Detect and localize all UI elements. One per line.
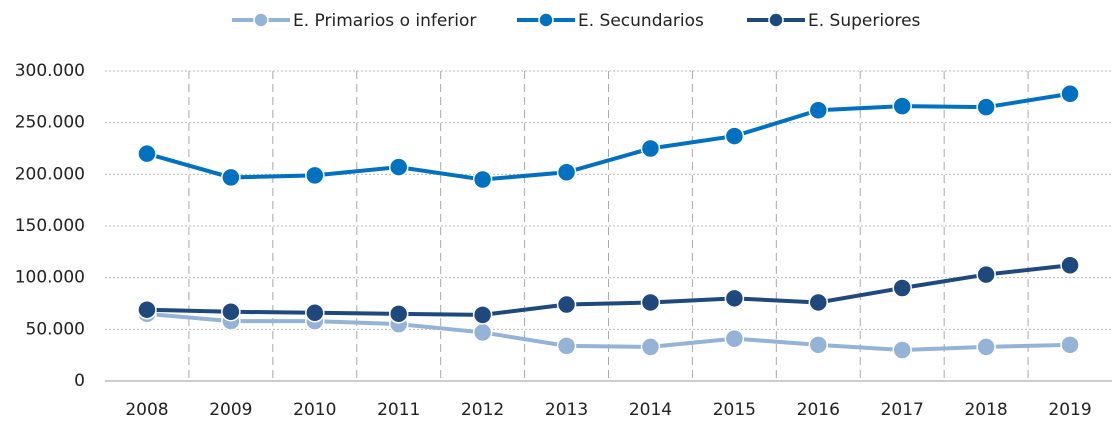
legend-label: E. Superiores bbox=[808, 11, 921, 31]
legend-marker bbox=[768, 12, 784, 28]
data-point bbox=[976, 97, 996, 117]
legend-marker bbox=[253, 12, 269, 28]
x-tick-label: 2017 bbox=[881, 400, 924, 420]
data-point bbox=[305, 303, 325, 323]
x-tick-label: 2016 bbox=[797, 400, 840, 420]
data-point bbox=[472, 169, 493, 190]
data-point bbox=[221, 302, 241, 322]
data-point bbox=[724, 328, 745, 349]
x-tick-label: 2015 bbox=[713, 400, 756, 420]
y-tick-label: 300.000 bbox=[15, 61, 85, 81]
legend-label: E. Primarios o inferior bbox=[293, 11, 476, 31]
data-point bbox=[388, 304, 409, 324]
data-point bbox=[221, 167, 241, 188]
data-point bbox=[137, 299, 157, 320]
x-tick-label: 2009 bbox=[209, 400, 252, 420]
data-point bbox=[1060, 83, 1080, 104]
data-point bbox=[305, 165, 325, 186]
data-point bbox=[808, 100, 829, 121]
series-line bbox=[146, 91, 1071, 182]
y-tick-label: 200.000 bbox=[15, 164, 85, 184]
data-point bbox=[640, 292, 661, 313]
series-line bbox=[146, 311, 1071, 353]
x-tick-label: 2010 bbox=[293, 400, 336, 420]
data-point bbox=[640, 337, 661, 357]
x-tick-label: 2013 bbox=[545, 400, 588, 420]
data-point bbox=[724, 288, 745, 309]
x-tick-label: 2012 bbox=[461, 400, 504, 420]
x-tick-label: 2018 bbox=[964, 400, 1007, 420]
data-point bbox=[1060, 255, 1080, 276]
data-point bbox=[556, 294, 577, 315]
x-tick-label: 2008 bbox=[125, 400, 168, 420]
y-tick-label: 100.000 bbox=[15, 268, 85, 288]
data-point bbox=[556, 162, 577, 183]
x-tick-label: 2011 bbox=[377, 400, 420, 420]
x-tick-label: 2019 bbox=[1048, 400, 1091, 420]
data-point bbox=[892, 96, 912, 116]
data-point bbox=[640, 138, 661, 159]
y-tick-label: 50.000 bbox=[26, 319, 85, 339]
data-point bbox=[472, 322, 493, 343]
data-point bbox=[1060, 335, 1080, 355]
data-point bbox=[976, 264, 996, 285]
data-point bbox=[724, 126, 745, 146]
legend-marker bbox=[538, 12, 554, 28]
data-point bbox=[556, 336, 577, 356]
y-tick-label: 150.000 bbox=[15, 216, 85, 236]
x-tick-label: 2014 bbox=[629, 400, 672, 420]
data-point bbox=[892, 278, 912, 298]
data-point bbox=[137, 143, 157, 164]
data-point bbox=[472, 305, 493, 325]
data-point bbox=[808, 292, 829, 313]
legend-label: E. Secundarios bbox=[578, 11, 704, 31]
series-line bbox=[146, 263, 1071, 317]
data-point bbox=[892, 340, 912, 360]
y-tick-label: 250.000 bbox=[15, 113, 85, 133]
y-tick-label: 0 bbox=[74, 371, 85, 391]
data-point bbox=[808, 335, 829, 355]
data-point bbox=[388, 157, 409, 177]
data-point bbox=[976, 337, 996, 357]
